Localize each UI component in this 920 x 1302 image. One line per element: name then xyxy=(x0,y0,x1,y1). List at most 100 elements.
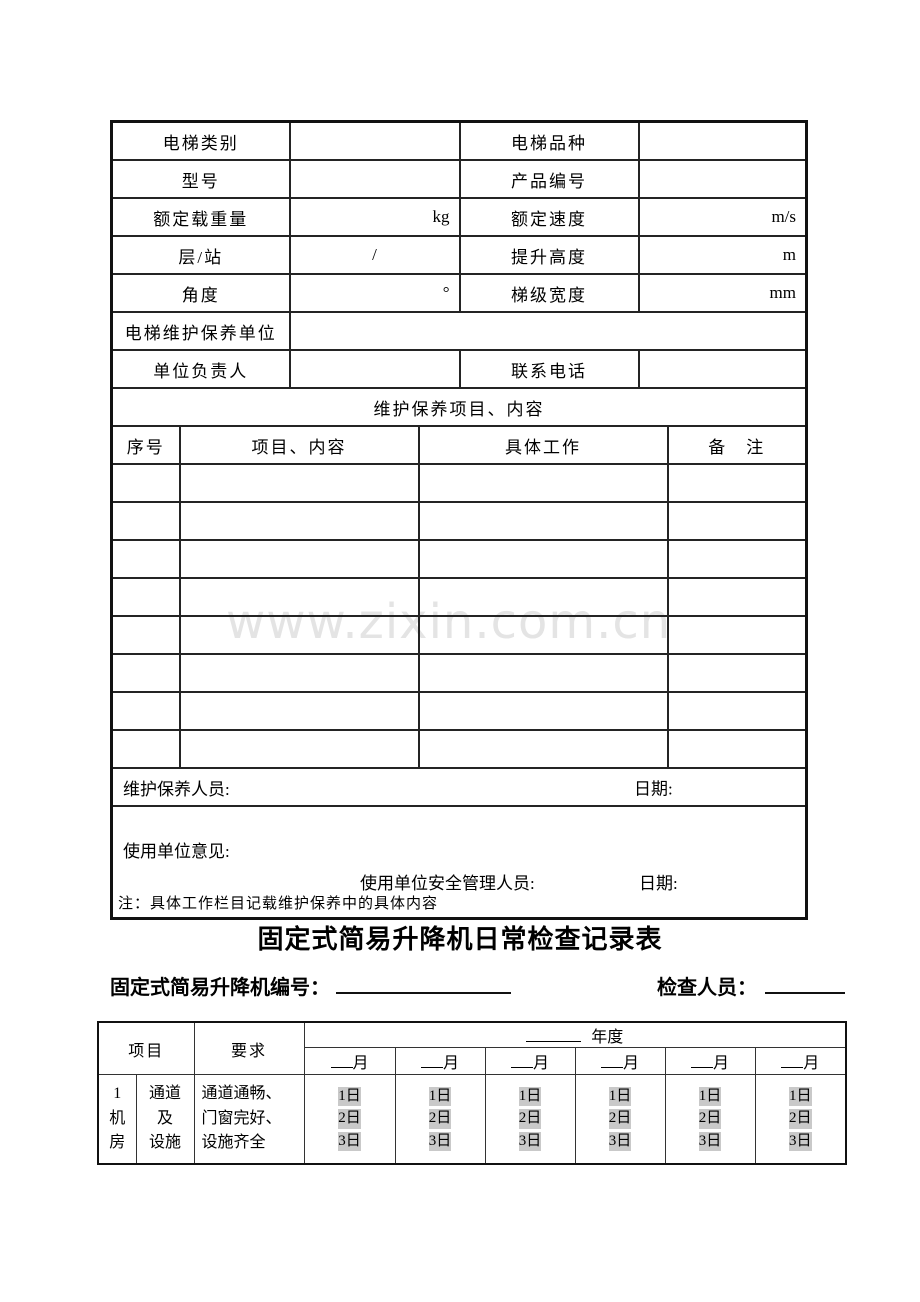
day-form-field[interactable]: 3日 xyxy=(789,1131,812,1152)
empty-detail-row xyxy=(110,577,808,617)
day-form-field[interactable]: 3日 xyxy=(698,1131,722,1152)
spec-row: 额定载重量 kg 额定速度 m/s xyxy=(110,197,808,237)
day-form-field[interactable]: 1日 xyxy=(428,1086,452,1107)
safety-manager-line: 使用单位安全管理人员: 日期: xyxy=(360,869,678,894)
year-blank[interactable] xyxy=(526,1030,582,1042)
day-form-field[interactable]: 2日 xyxy=(338,1109,361,1129)
unit-head-label: 单位负责人 xyxy=(110,349,291,389)
safety-manager-label: 使用单位安全管理人员: xyxy=(360,874,535,893)
empty-cell xyxy=(110,653,181,693)
day-form-field[interactable]: 1日 xyxy=(338,1086,361,1107)
day-form-field[interactable]: 2日 xyxy=(789,1109,812,1129)
spec-section: 电梯类别 电梯品种 型号 产品编号 额定载重量 kg 额定速度 m/s 层/站 … xyxy=(110,120,808,465)
item-content-header: 项目、内容 xyxy=(178,425,420,465)
serial-line: 固定式简易升降机编号： 检查人员： xyxy=(110,971,845,1000)
serial-label: 固定式简易升降机编号： xyxy=(110,977,330,999)
rated-load-label: 额定载重量 xyxy=(110,197,291,237)
day-form-field[interactable]: 1日 xyxy=(608,1086,632,1107)
empty-cell xyxy=(178,539,420,579)
empty-cell xyxy=(110,501,181,541)
inspector-blank[interactable] xyxy=(765,976,845,994)
angle-label: 角度 xyxy=(110,273,291,313)
opinion-row: 使用单位意见: 使用单位安全管理人员: 日期: xyxy=(110,805,808,920)
maintenance-unit-value xyxy=(288,311,808,351)
requirement-header: 要求 xyxy=(193,1021,305,1075)
month-blank[interactable] xyxy=(601,1056,623,1068)
day-check-cell: 1日 2日 3日 xyxy=(664,1074,756,1165)
day-form-field[interactable]: 3日 xyxy=(518,1131,542,1152)
day-check-cell: 1日 2日 3日 xyxy=(484,1074,576,1165)
day-form-field[interactable]: 1日 xyxy=(789,1086,812,1107)
daily-check-table: 项目 要求 年度 月 月 月 月 月 月 xyxy=(97,1021,848,1165)
empty-cell xyxy=(417,729,669,769)
day-form-field[interactable]: 1日 xyxy=(698,1086,722,1107)
elevator-category-label: 电梯类别 xyxy=(110,120,291,161)
month-header-row: 月 月 月 月 月 月 xyxy=(98,1047,847,1075)
step-width-label: 梯级宽度 xyxy=(458,273,640,313)
floors-stations-value: / xyxy=(288,235,461,275)
empty-detail-row xyxy=(110,729,808,769)
year-suffix: 年度 xyxy=(591,1029,624,1046)
staff-label: 维护保养人员: xyxy=(123,779,230,799)
day-form-field[interactable]: 2日 xyxy=(698,1109,722,1129)
elevator-variety-value xyxy=(637,120,808,161)
empty-detail-row xyxy=(110,615,808,655)
inspector-label: 检查人员： xyxy=(657,977,757,999)
empty-cell xyxy=(110,729,181,769)
month-header-cell: 月 xyxy=(754,1047,847,1075)
month-suffix: 月 xyxy=(803,1055,820,1072)
staff-sign-row: 维护保养人员: 日期: xyxy=(110,767,808,807)
day-form-field[interactable]: 2日 xyxy=(608,1109,632,1129)
empty-cell xyxy=(178,615,420,655)
empty-cell xyxy=(417,653,669,693)
empty-detail-row xyxy=(110,539,808,579)
day-form-field[interactable]: 3日 xyxy=(338,1131,361,1152)
day-form-field[interactable]: 2日 xyxy=(428,1109,452,1129)
spec-row: 角度 ° 梯级宽度 mm xyxy=(110,273,808,313)
empty-cell xyxy=(178,501,420,541)
empty-cell xyxy=(417,539,669,579)
empty-cell xyxy=(110,463,181,503)
day-form-field[interactable]: 3日 xyxy=(608,1131,632,1152)
empty-rows xyxy=(110,463,808,769)
month-blank[interactable] xyxy=(781,1056,804,1068)
contact-phone-value xyxy=(637,349,808,389)
day-form-field[interactable]: 1日 xyxy=(518,1086,542,1107)
rated-load-unit: kg xyxy=(288,197,461,237)
empty-cell xyxy=(417,463,669,503)
footnote: 注：具体工作栏目记载维护保养中的具体内容 xyxy=(118,896,439,912)
maintenance-unit-row: 电梯维护保养单位 xyxy=(110,311,808,351)
unit-head-value xyxy=(288,349,461,389)
month-header-cell: 月 xyxy=(394,1047,486,1075)
empty-cell xyxy=(666,615,808,655)
serial-blank[interactable] xyxy=(336,976,511,994)
day-form-field[interactable]: 3日 xyxy=(428,1131,452,1152)
month-blank[interactable] xyxy=(511,1056,533,1068)
month-blank[interactable] xyxy=(330,1056,353,1068)
month-blank[interactable] xyxy=(691,1056,713,1068)
model-value xyxy=(288,159,461,199)
row-index-line: 机 xyxy=(109,1109,126,1127)
empty-cell xyxy=(417,501,669,541)
floors-stations-label: 层/站 xyxy=(110,235,291,275)
empty-cell xyxy=(417,615,669,655)
month-blank[interactable] xyxy=(421,1056,443,1068)
year-header-row: 项目 要求 年度 xyxy=(97,1021,847,1075)
product-no-label: 产品编号 xyxy=(458,159,640,199)
elevator-category-value xyxy=(288,120,461,161)
maintenance-unit-label: 电梯维护保养单位 xyxy=(110,311,291,351)
row-index-line: 房 xyxy=(109,1134,126,1152)
month-suffix: 月 xyxy=(713,1055,730,1072)
day-form-field[interactable]: 2日 xyxy=(518,1109,542,1129)
contact-phone-label: 联系电话 xyxy=(458,349,640,389)
row-item-line: 设施 xyxy=(149,1134,182,1152)
month-header-cell: 月 xyxy=(664,1047,756,1075)
row-index-cell: 1 机 房 xyxy=(97,1074,137,1165)
empty-cell xyxy=(666,501,808,541)
row-requirement-cell: 通道通畅、门窗完好、设施齐全 xyxy=(193,1074,305,1165)
elevator-variety-label: 电梯品种 xyxy=(458,120,640,161)
empty-cell xyxy=(178,463,420,503)
seq-header: 序号 xyxy=(110,425,181,465)
staff-sign-cell: 维护保养人员: 日期: xyxy=(110,767,808,807)
